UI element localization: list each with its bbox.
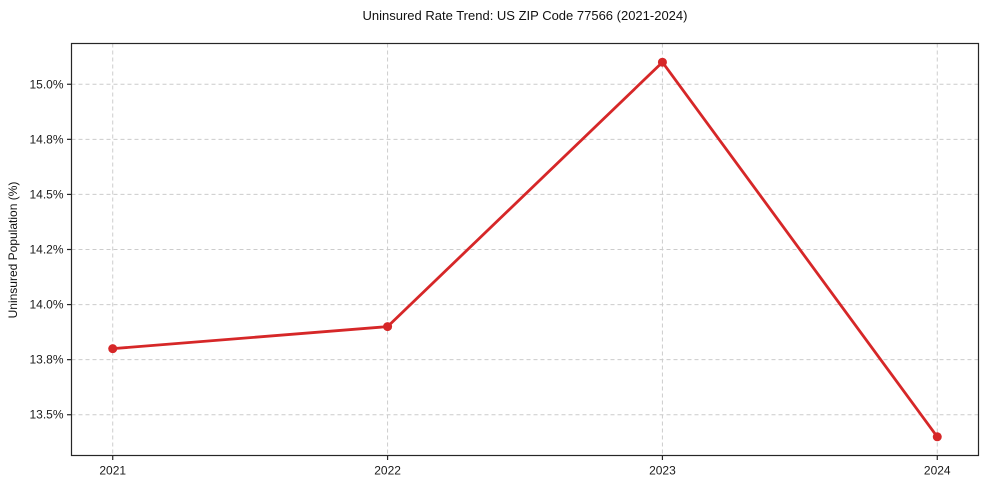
data-point [383, 322, 393, 332]
data-point [932, 432, 942, 442]
data-point [657, 57, 667, 67]
y-tick-label: 13.8% [29, 353, 63, 367]
axes-frame [70, 42, 980, 457]
y-tick-label: 15.0% [29, 77, 63, 91]
y-tick-label: 14.2% [29, 243, 63, 257]
x-tick-label: 2023 [649, 464, 676, 478]
trend-line [111, 60, 939, 439]
x-tick-label: 2022 [374, 464, 401, 478]
y-tick-label: 13.5% [29, 408, 63, 422]
y-tick-label: 14.8% [29, 132, 63, 146]
chart-title: Uninsured Rate Trend: US ZIP Code 77566 … [362, 8, 688, 23]
y-tick-label: 14.5% [29, 187, 63, 201]
x-tick-label: 2024 [924, 464, 951, 478]
x-tick-label: 2021 [99, 464, 126, 478]
y-tick-label: 14.0% [29, 298, 63, 312]
data-point [108, 344, 118, 354]
